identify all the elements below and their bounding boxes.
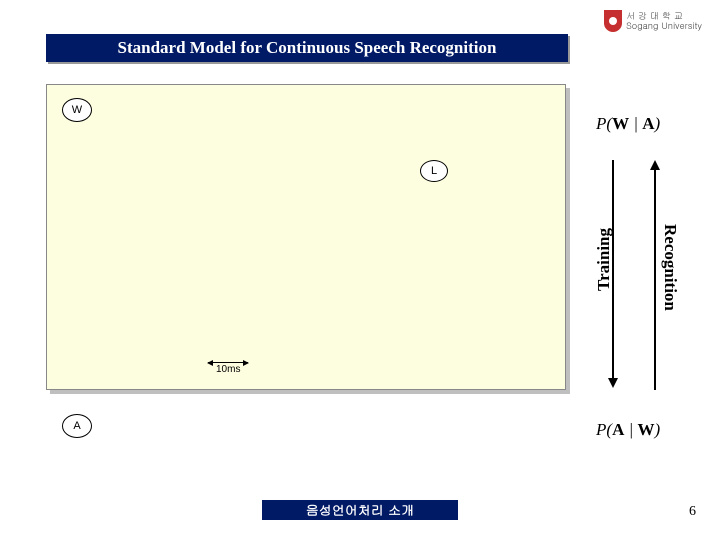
recognition-arrow-head-icon bbox=[650, 160, 660, 170]
training-arrow-head-icon bbox=[608, 378, 618, 388]
page-number: 6 bbox=[689, 504, 696, 520]
formula-p-w-given-a: P(W | A) bbox=[596, 114, 660, 134]
slide-title: Standard Model for Continuous Speech Rec… bbox=[46, 34, 568, 62]
shield-icon bbox=[604, 10, 622, 32]
ten-ms-label: 10ms bbox=[216, 364, 240, 375]
recognition-arrow-line bbox=[654, 170, 656, 390]
recognition-label: Recognition bbox=[660, 224, 680, 311]
node-l-label: L bbox=[431, 165, 437, 177]
node-a: A bbox=[62, 414, 92, 438]
logo-text: 서 강 대 학 교 Sogang University bbox=[626, 11, 702, 31]
footer-title: 음성언어처리 소개 bbox=[262, 500, 458, 520]
training-label: Training bbox=[594, 228, 614, 291]
node-a-label: A bbox=[73, 420, 80, 432]
ten-ms-arrow-icon bbox=[208, 362, 248, 363]
node-w: W bbox=[62, 98, 92, 122]
formula-p-a-given-w: P(A | W) bbox=[596, 420, 660, 440]
logo-line2: Sogang University bbox=[626, 21, 702, 31]
node-l: L bbox=[420, 160, 448, 182]
diagram-panel bbox=[46, 84, 566, 390]
node-w-label: W bbox=[72, 104, 82, 116]
university-logo: 서 강 대 학 교 Sogang University bbox=[604, 10, 702, 32]
